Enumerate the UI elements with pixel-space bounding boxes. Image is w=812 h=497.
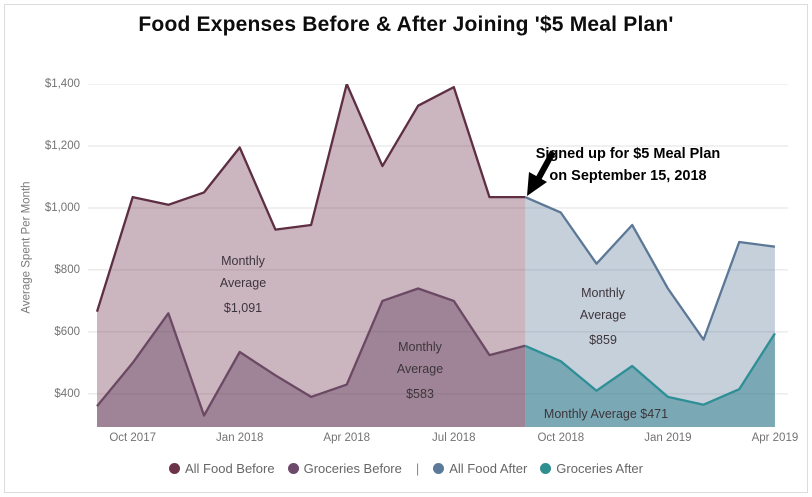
- groceries-before-dot-icon: [287, 462, 299, 474]
- area-all-food-before: [97, 84, 526, 427]
- area-groceries-before: [97, 288, 526, 427]
- legend-item-all-food-before[interactable]: All Food Before: [168, 460, 275, 476]
- y-tick-label: $600: [54, 325, 80, 338]
- annotation-line: Monthly: [221, 254, 265, 268]
- all-food-before-dot-icon: [168, 462, 180, 474]
- legend-label: All Food Before: [184, 460, 275, 476]
- annotation-signup: Signed up for $5 Meal Plan on September …: [536, 143, 721, 187]
- annotation-after-all-food-average: Monthly Average $859: [580, 282, 626, 351]
- y-tick-label: $1,400: [44, 78, 80, 90]
- y-tick-label: $1,200: [44, 139, 80, 152]
- annotation-line: Monthly: [581, 286, 625, 300]
- line-all-food-before: [95, 84, 526, 313]
- annotation-line: Monthly: [398, 340, 442, 354]
- legend-label: All Food After: [449, 460, 528, 476]
- area-all-food-after: [525, 197, 775, 427]
- x-tick-label: Jan 2019: [644, 432, 692, 444]
- y-tick-label: $400: [54, 387, 80, 400]
- annotation-after-groceries-average: Monthly Average $471: [544, 403, 668, 425]
- line-groceries-after: [524, 332, 776, 406]
- y-tick-label: $1,000: [44, 201, 80, 214]
- annotation-value: $859: [589, 333, 617, 347]
- annotation-value: $583: [406, 387, 434, 401]
- y-tick-label: $800: [54, 263, 80, 276]
- line-all-food-after: [524, 196, 776, 341]
- groceries-after-dot-icon: [540, 462, 552, 474]
- legend-label: Groceries After: [556, 460, 643, 476]
- annotation-line: Average: [396, 362, 444, 376]
- x-tick-label: Jul 2018: [432, 432, 476, 444]
- annotation-line: Average: [579, 308, 627, 322]
- x-tick-label: Jan 2018: [216, 432, 264, 444]
- annotation-before-all-food-average: Monthly Average $1,091: [220, 250, 266, 319]
- x-tick-label: Apr 2018: [323, 432, 371, 444]
- all-food-after-dot-icon: [433, 462, 445, 474]
- area-groceries-after: [525, 333, 775, 427]
- annotation-line: Monthly Average $471: [543, 407, 669, 421]
- legend-separator: |: [415, 460, 420, 476]
- annotation-line: Average: [219, 276, 267, 290]
- annotation-value: $1,091: [223, 301, 263, 315]
- legend: All Food Before Groceries Before | All F…: [0, 457, 812, 479]
- plot-svg: [88, 84, 788, 427]
- signup-arrow-icon: [527, 150, 556, 196]
- legend-item-groceries-after[interactable]: Groceries After: [540, 461, 643, 476]
- legend-label: Groceries Before: [303, 460, 402, 476]
- x-tick-label: Oct 2017: [109, 432, 156, 444]
- annotation-line: on September 15, 2018: [549, 168, 707, 184]
- chart-title: Food Expenses Before & After Joining '$5…: [138, 13, 674, 36]
- annotation-line: Signed up for $5 Meal Plan: [535, 146, 721, 162]
- x-tick-label: Apr 2019: [751, 432, 799, 444]
- legend-item-all-food-after[interactable]: All Food After: [433, 461, 527, 476]
- x-tick-label: Oct 2018: [537, 432, 585, 444]
- legend-item-groceries-before[interactable]: Groceries Before: [287, 460, 402, 476]
- annotation-before-groceries-average: Monthly Average $583: [397, 336, 443, 405]
- y-axis-title: Average Spent Per Month: [20, 181, 33, 314]
- line-groceries-before: [96, 287, 526, 417]
